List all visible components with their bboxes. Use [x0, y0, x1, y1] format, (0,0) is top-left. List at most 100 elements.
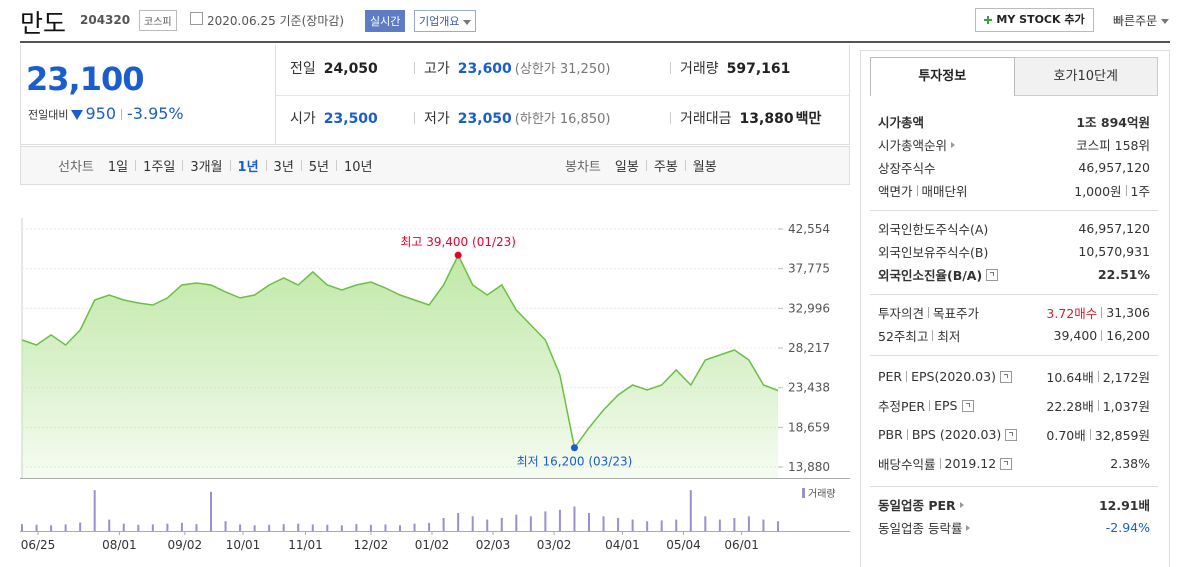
- period-tab[interactable]: 10년: [344, 160, 373, 175]
- period-tab[interactable]: 일봉: [614, 160, 639, 175]
- my-stock-button[interactable]: MY STOCK 추가: [975, 8, 1094, 32]
- info-row: 외국인한도주식수(A) 46,957,120: [870, 217, 1158, 240]
- annotation-label: 최고 39,400 (01/23): [400, 235, 516, 249]
- info-value: 1,000원 1주: [1074, 181, 1150, 200]
- label-text: 최저: [937, 329, 961, 344]
- info-label: PER EPS(2020.03): [878, 369, 1012, 384]
- y-tick-label: 23,438: [788, 381, 830, 395]
- volume-bar: [631, 519, 634, 531]
- date-text: 2020.06.25 기준(장마감): [207, 14, 345, 28]
- value-text: 10,570,931: [1078, 244, 1150, 259]
- period-tab[interactable]: 1년: [237, 160, 259, 175]
- info-value: 0.70배 32,859원: [1046, 425, 1150, 444]
- info-group: PER EPS(2020.03) 10.64배 2,172원 추정PER EPS 22.28…: [870, 356, 1158, 487]
- summary-label: 고가: [424, 61, 450, 77]
- value-divider: [1097, 371, 1099, 382]
- stock-code: 204320: [80, 13, 131, 27]
- label-text: 상장주식수: [878, 161, 936, 176]
- price-line: [21, 253, 779, 450]
- help-icon: [986, 268, 999, 281]
- info-group: 시가총액 1조 894억원 시가총액순위 코스피 158위 상장주식수 46,957,12…: [870, 104, 1158, 211]
- volume-bar: [733, 517, 736, 531]
- line-chart-tabs: 선차트 1일 1주일 3개월 1년 3년 5년 10년: [58, 156, 373, 175]
- period-tab[interactable]: 1주일: [143, 160, 176, 175]
- info-label: 동일업종 PER: [878, 495, 964, 514]
- x-tick-label: 09/02: [168, 538, 203, 552]
- summary-row-divider: [275, 95, 850, 96]
- volume-legend: 거래량: [808, 488, 836, 500]
- value-text: 32,859원: [1094, 428, 1150, 443]
- volume-bar: [64, 524, 67, 531]
- y-tick-label: 32,996: [788, 301, 830, 315]
- quick-order[interactable]: 빠른주문: [1113, 12, 1170, 29]
- info-row: PER EPS(2020.03) 10.64배 2,172원: [870, 362, 1158, 391]
- separator: [121, 109, 123, 120]
- info-label: 배당수익률 2019.12: [878, 454, 1013, 473]
- summary-cell: 저가 23,050 (하한가 16,850): [424, 108, 610, 128]
- volume-bar: [137, 524, 140, 531]
- period-tab[interactable]: 5년: [308, 160, 330, 175]
- info-value: 코스피 158위: [1076, 135, 1150, 154]
- label-text: 외국인한도주식수(A): [878, 222, 989, 237]
- link-arrow: [951, 141, 956, 148]
- period-tab[interactable]: 3개월: [190, 160, 223, 175]
- label-text: 추정PER: [878, 399, 926, 414]
- label-text: 배당수익률: [878, 457, 936, 472]
- volume-bar: [93, 490, 96, 531]
- value-text: 3.72매수: [1046, 306, 1098, 321]
- x-tick-label: 11/01: [288, 538, 323, 552]
- y-tick-label: 37,775: [788, 262, 830, 276]
- side-panel: [860, 50, 1170, 567]
- value-text: 코스피 158위: [1076, 138, 1150, 153]
- info-group: 동일업종 PER 12.91배 동일업종 등락률 -2.94%: [870, 487, 1158, 547]
- info-row: 배당수익률 2019.12 2.38%: [870, 449, 1158, 478]
- volume-bar: [21, 524, 23, 531]
- label-divider: [916, 185, 918, 196]
- period-tab[interactable]: 주봉: [653, 160, 678, 175]
- price-change: 전일대비 950 -3.95%: [28, 104, 184, 123]
- info-value: 12.91배: [1099, 495, 1150, 514]
- link-arrow: [959, 501, 964, 508]
- label-text: 투자의견: [878, 306, 925, 321]
- period-tab[interactable]: 1일: [107, 160, 129, 175]
- volume-bar: [588, 513, 590, 531]
- side-tab[interactable]: 투자정보: [870, 57, 1015, 96]
- y-tick-label: 42,554: [788, 222, 830, 236]
- summary-label: 시가: [290, 111, 316, 127]
- realtime-badge[interactable]: 실시간: [365, 10, 406, 32]
- volume-bar: [413, 523, 416, 531]
- label-text: 2019.12: [944, 456, 997, 471]
- info-value: 10.64배 2,172원: [1046, 367, 1150, 386]
- label-divider: [939, 458, 941, 469]
- label-text: PBR: [878, 427, 903, 442]
- summary-label: 거래량: [680, 61, 719, 77]
- company-info-dropdown[interactable]: 기업개요: [414, 10, 477, 32]
- candle-chart-label: 봉차트: [565, 160, 601, 175]
- label-text: 외국인소진율(B/A): [878, 268, 983, 283]
- side-tab[interactable]: 호가10단계: [1014, 57, 1158, 96]
- volume-bar: [529, 516, 532, 531]
- value-text: 39,400: [1053, 328, 1098, 343]
- summary-value: 23,500: [323, 111, 378, 127]
- info-label: 52주최고 최저: [878, 326, 960, 345]
- period-tab[interactable]: 3년: [273, 160, 294, 175]
- volume-legend-swatch: [802, 488, 805, 498]
- volume-bar: [35, 524, 38, 531]
- volume-bar: [762, 519, 765, 531]
- volume-bar: [108, 519, 111, 531]
- summary-label: 거래대금: [680, 111, 732, 127]
- stock-name: 만도: [20, 9, 67, 38]
- volume-bar: [355, 524, 358, 531]
- volume-bar: [660, 520, 663, 531]
- company-info-text: 기업개요: [419, 15, 460, 28]
- tab-divider: [645, 160, 647, 171]
- period-tabs: [20, 146, 850, 185]
- info-row: 외국인보유주식수(B) 10,570,931: [870, 240, 1158, 263]
- y-tick-label: 18,659: [788, 420, 830, 434]
- label-text: 액면가: [878, 184, 913, 199]
- volume-bar: [224, 521, 227, 531]
- x-tick-label: 08/01: [102, 538, 137, 552]
- period-tab[interactable]: 월봉: [692, 160, 717, 175]
- label-text: 동일업종 PER: [878, 498, 956, 513]
